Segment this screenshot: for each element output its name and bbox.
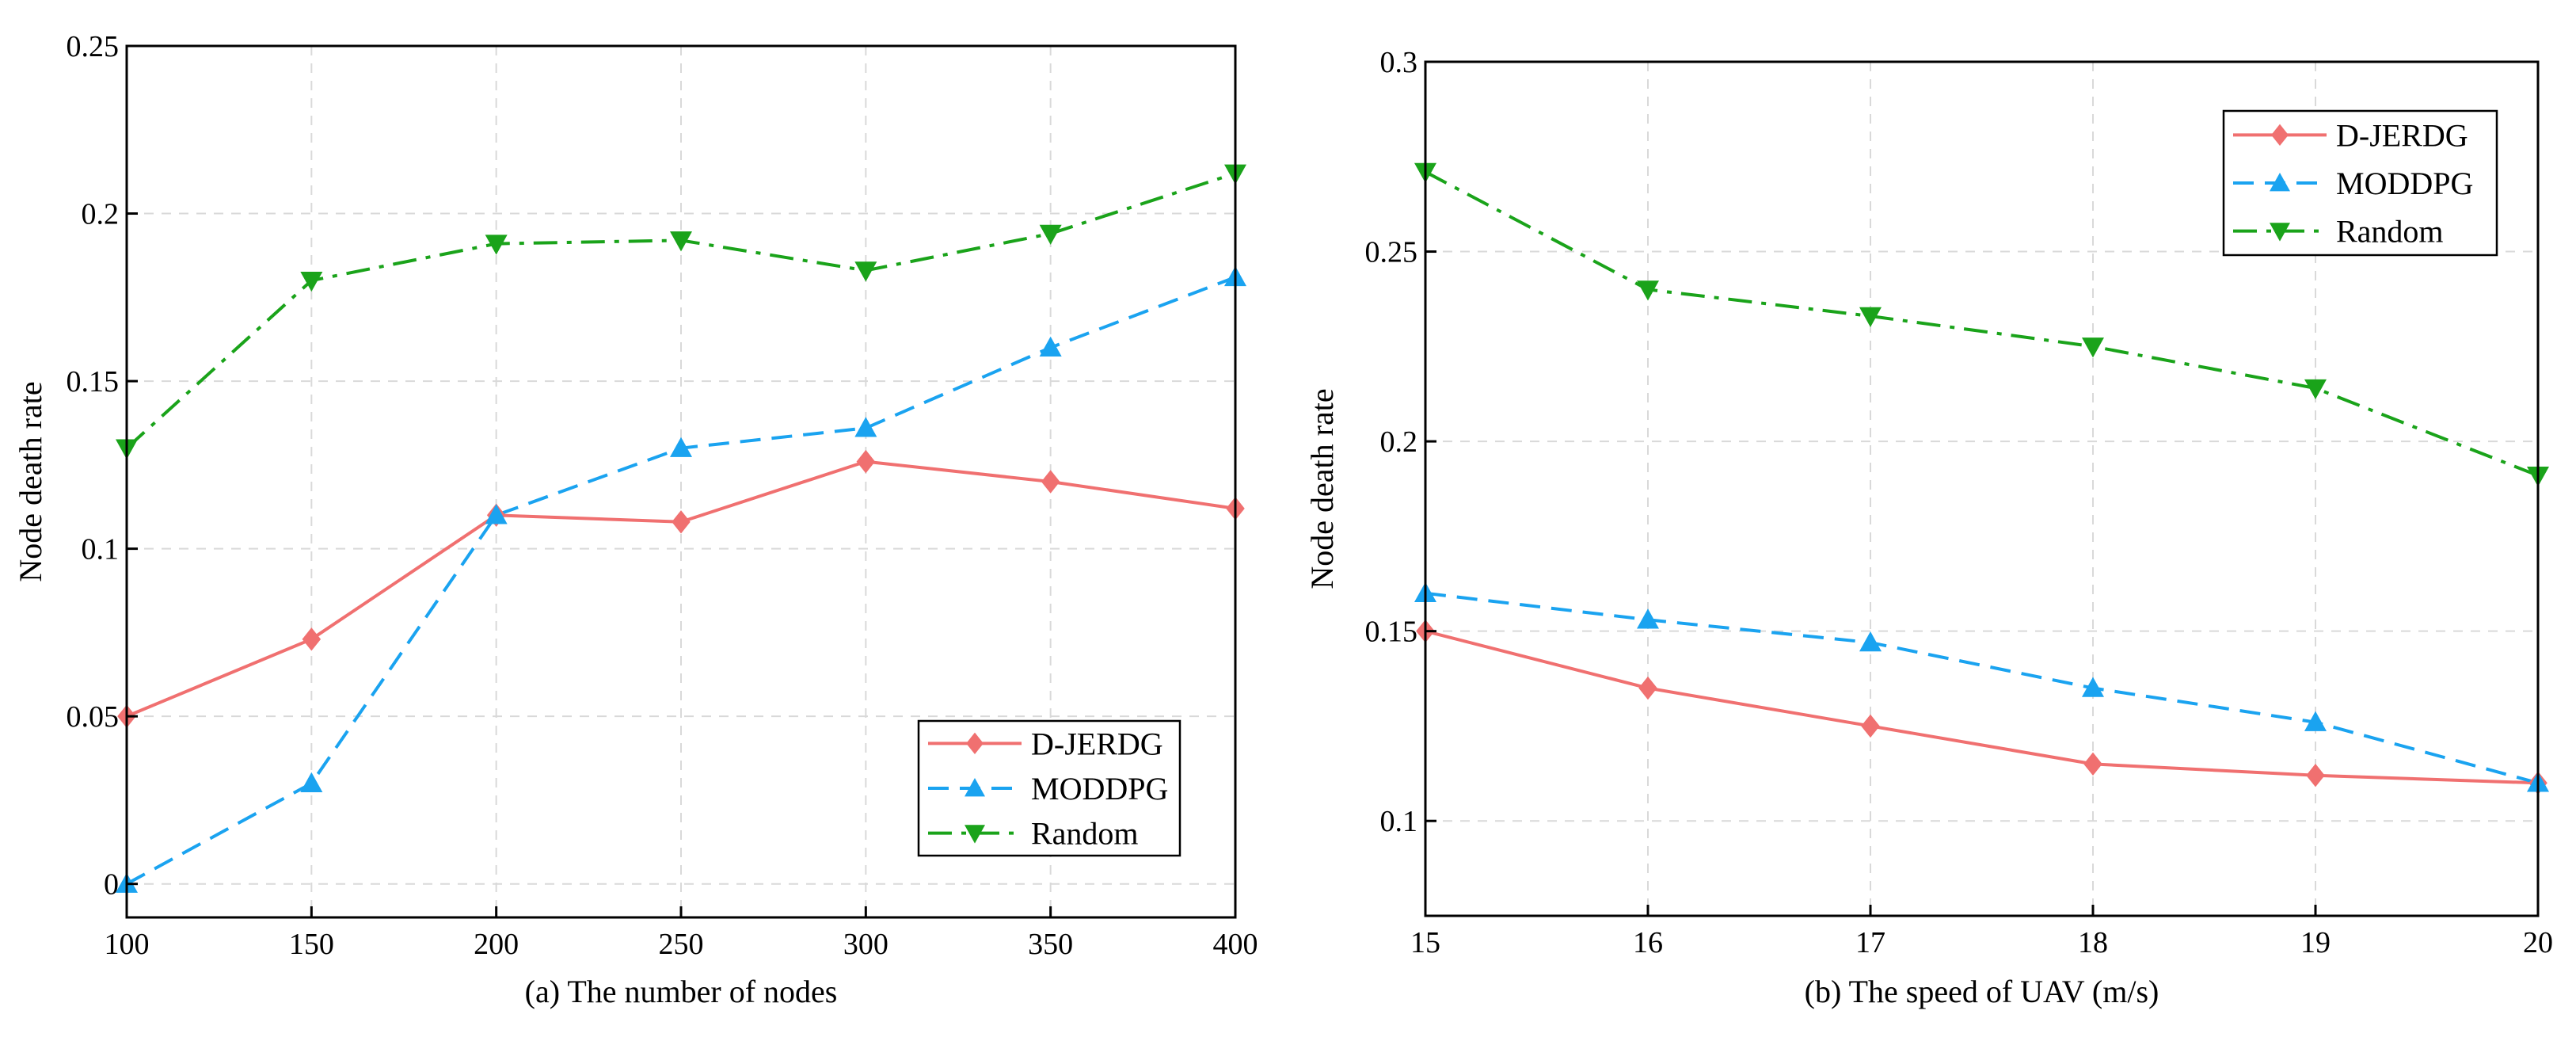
legend-marker-d-jerdg bbox=[2271, 124, 2289, 146]
point-moddpg bbox=[1637, 608, 1659, 629]
legend: D-JERDG MODDPG Random bbox=[2222, 109, 2498, 257]
y-tick-label: 0.05 bbox=[67, 700, 120, 734]
point-random bbox=[1637, 280, 1659, 301]
x-tick-label: 300 bbox=[843, 928, 888, 961]
point-random bbox=[1039, 224, 1062, 245]
legend-marker-moddpg bbox=[965, 778, 985, 797]
x-tick-label: 350 bbox=[1028, 928, 1073, 961]
y-tick-label: 0.3 bbox=[1380, 46, 1418, 79]
x-tick-label: 19 bbox=[2300, 926, 2331, 959]
legend-label-d-jerdg: D-JERDG bbox=[2336, 117, 2468, 153]
y-tick-label: 0.1 bbox=[1380, 805, 1418, 838]
x-tick-label: 17 bbox=[1855, 926, 1885, 959]
legend: D-JERDG MODDPG Random bbox=[917, 719, 1181, 857]
series-line-d-jerdg bbox=[1425, 629, 2539, 785]
point-moddpg bbox=[1039, 336, 1062, 357]
legend-label-moddpg: MODDPG bbox=[1031, 771, 1168, 806]
y-axis-title: Node death rate bbox=[1304, 388, 1340, 589]
point-random bbox=[2082, 337, 2104, 358]
x-tick-label: 400 bbox=[1213, 928, 1258, 961]
plot-frame bbox=[1424, 60, 2540, 917]
series-line-random bbox=[1425, 170, 2539, 478]
point-random bbox=[854, 261, 877, 282]
point-moddpg bbox=[300, 772, 323, 792]
point-d-jerdg bbox=[1041, 470, 1060, 494]
point-d-jerdg bbox=[2083, 752, 2102, 776]
point-random bbox=[670, 231, 692, 252]
x-tick-label: 15 bbox=[1410, 926, 1440, 959]
legend-marker-random bbox=[2270, 223, 2290, 242]
point-random bbox=[300, 271, 323, 292]
chart-caption: (b) The speed of UAV (m/s) bbox=[1805, 974, 2159, 1009]
y-tick-label: 0.15 bbox=[67, 365, 120, 398]
x-tick-label: 150 bbox=[289, 928, 334, 961]
x-tick-label: 18 bbox=[2078, 926, 2108, 959]
legend-label-random: Random bbox=[1031, 816, 1139, 852]
y-tick-label: 0.2 bbox=[82, 198, 120, 231]
point-moddpg bbox=[1859, 631, 1882, 652]
series-line-moddpg bbox=[1425, 591, 2539, 785]
point-moddpg bbox=[2082, 677, 2104, 697]
point-d-jerdg bbox=[302, 627, 322, 651]
legend-label-d-jerdg: D-JERDG bbox=[1031, 726, 1163, 761]
y-tick-label: 0.25 bbox=[1365, 236, 1418, 269]
point-random bbox=[1859, 307, 1882, 328]
point-d-jerdg bbox=[672, 510, 691, 534]
y-tick-label: 0 bbox=[104, 868, 119, 902]
point-moddpg bbox=[854, 417, 877, 437]
legend-marker-d-jerdg bbox=[966, 732, 984, 754]
x-tick-label: 200 bbox=[474, 928, 519, 961]
y-axis-title: Node death rate bbox=[13, 381, 48, 582]
x-tick-label: 20 bbox=[2523, 926, 2553, 959]
x-tick-label: 16 bbox=[1633, 926, 1663, 959]
chart-caption: (a) The number of nodes bbox=[525, 974, 838, 1009]
point-d-jerdg bbox=[1861, 714, 1880, 738]
y-tick-label: 0.25 bbox=[67, 30, 120, 63]
point-d-jerdg bbox=[856, 449, 876, 474]
point-moddpg bbox=[2304, 711, 2327, 731]
y-tick-label: 0.15 bbox=[1365, 616, 1418, 649]
point-moddpg bbox=[485, 504, 508, 524]
chart-b: 0.1 0.15 0.2 0.25 0.3 15 16 17 18 19 20 Node death … bbox=[1304, 46, 2553, 1009]
y-tick-label: 0.2 bbox=[1380, 425, 1418, 459]
x-tick-label: 250 bbox=[659, 928, 704, 961]
point-random bbox=[2304, 379, 2327, 400]
legend-label-moddpg: MODDPG bbox=[2336, 166, 2473, 201]
point-moddpg bbox=[670, 437, 692, 457]
legend-marker-random bbox=[965, 825, 985, 844]
point-d-jerdg bbox=[2306, 764, 2325, 787]
chart-a: 0 0.05 0.1 0.15 0.2 0.25 100 150 200 250 300 350 400… bbox=[13, 30, 1258, 1009]
legend-marker-moddpg bbox=[2270, 173, 2290, 192]
x-tick-label: 100 bbox=[105, 928, 150, 961]
legend-label-random: Random bbox=[2336, 214, 2444, 250]
y-tick-label: 0.1 bbox=[82, 533, 120, 566]
point-random bbox=[485, 235, 508, 255]
point-d-jerdg bbox=[1638, 676, 1657, 700]
